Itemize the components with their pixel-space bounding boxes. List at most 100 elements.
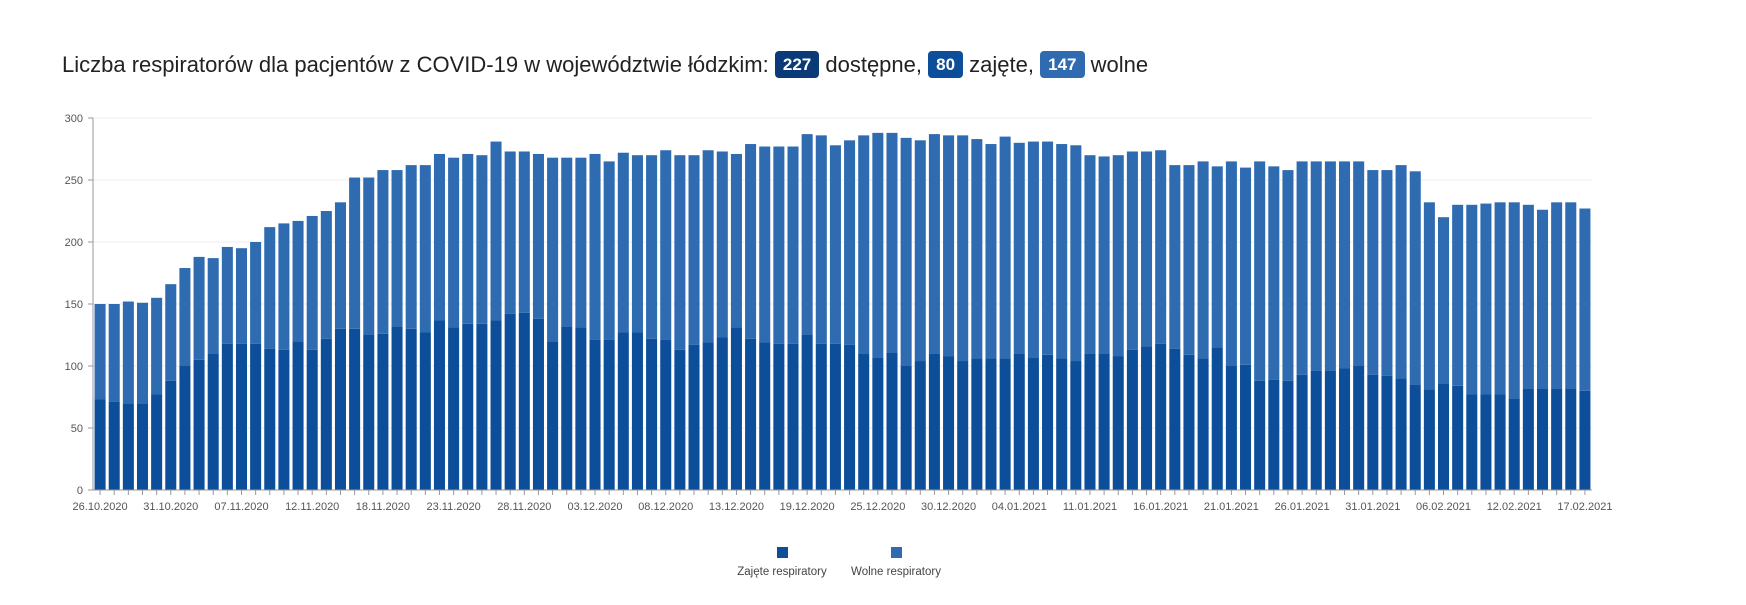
bar-free[interactable] — [943, 135, 955, 357]
bar-occupied[interactable] — [193, 359, 205, 490]
bar-free[interactable] — [886, 132, 898, 353]
bar-occupied[interactable] — [1565, 388, 1577, 490]
bar-occupied[interactable] — [122, 403, 134, 490]
bar-occupied[interactable] — [94, 399, 106, 490]
bar-free[interactable] — [1042, 141, 1054, 355]
bar-free[interactable] — [532, 153, 544, 319]
bar-free[interactable] — [547, 157, 559, 342]
bar-occupied[interactable] — [476, 323, 488, 490]
bar-occupied[interactable] — [674, 349, 686, 490]
bar-free[interactable] — [674, 155, 686, 350]
bar-free[interactable] — [320, 211, 332, 339]
bar-occupied[interactable] — [603, 339, 615, 490]
bar-occupied[interactable] — [419, 332, 431, 490]
bar-occupied[interactable] — [1324, 370, 1336, 490]
bar-occupied[interactable] — [660, 339, 672, 490]
bar-free[interactable] — [688, 155, 700, 345]
bar-free[interactable] — [1508, 202, 1520, 399]
bar-occupied[interactable] — [1268, 379, 1280, 490]
bar-free[interactable] — [801, 134, 813, 335]
bar-free[interactable] — [1183, 165, 1195, 355]
bar-occupied[interactable] — [504, 313, 516, 490]
bar-free[interactable] — [221, 246, 233, 344]
bar-free[interactable] — [730, 153, 742, 328]
bar-free[interactable] — [1112, 155, 1124, 357]
bar-occupied[interactable] — [165, 380, 177, 490]
bar-free[interactable] — [1098, 156, 1110, 354]
bar-free[interactable] — [872, 132, 884, 358]
bar-free[interactable] — [1310, 161, 1322, 371]
bar-occupied[interactable] — [1494, 394, 1506, 490]
bar-occupied[interactable] — [688, 344, 700, 490]
bar-occupied[interactable] — [815, 343, 827, 490]
bar-free[interactable] — [165, 284, 177, 381]
bar-occupied[interactable] — [151, 394, 163, 490]
bar-occupied[interactable] — [787, 343, 799, 490]
bar-free[interactable] — [787, 146, 799, 344]
bar-free[interactable] — [136, 302, 149, 404]
bar-free[interactable] — [1155, 150, 1167, 344]
bar-free[interactable] — [1013, 142, 1025, 354]
bar-free[interactable] — [1141, 151, 1153, 347]
bar-occupied[interactable] — [433, 320, 445, 490]
bar-occupied[interactable] — [349, 328, 361, 490]
bar-free[interactable] — [1494, 202, 1506, 395]
bar-free[interactable] — [745, 144, 757, 339]
bar-occupied[interactable] — [235, 343, 247, 490]
bar-free[interactable] — [1169, 165, 1181, 349]
bar-free[interactable] — [122, 301, 134, 404]
bar-occupied[interactable] — [1551, 388, 1563, 490]
bar-occupied[interactable] — [490, 320, 502, 490]
bar-occupied[interactable] — [547, 341, 559, 490]
bar-occupied[interactable] — [377, 333, 389, 490]
bar-free[interactable] — [349, 177, 361, 329]
bar-free[interactable] — [1197, 161, 1209, 359]
bar-free[interactable] — [433, 153, 445, 321]
bar-free[interactable] — [462, 153, 474, 324]
bar-free[interactable] — [207, 258, 219, 354]
bar-free[interactable] — [1452, 204, 1464, 386]
bar-free[interactable] — [108, 304, 120, 402]
bar-free[interactable] — [504, 151, 516, 314]
bar-occupied[interactable] — [391, 326, 403, 490]
bar-free[interactable] — [702, 150, 714, 343]
bar-occupied[interactable] — [363, 335, 375, 490]
bar-free[interactable] — [829, 145, 841, 344]
bar-free[interactable] — [1367, 170, 1379, 375]
bar-occupied[interactable] — [900, 366, 912, 490]
bar-occupied[interactable] — [1225, 366, 1237, 490]
bar-free[interactable] — [377, 170, 389, 334]
bar-occupied[interactable] — [1353, 366, 1365, 490]
bar-occupied[interactable] — [702, 342, 714, 490]
bar-free[interactable] — [264, 227, 276, 349]
bar-occupied[interactable] — [462, 323, 474, 490]
bar-free[interactable] — [1353, 161, 1365, 366]
bar-occupied[interactable] — [617, 332, 629, 490]
bar-occupied[interactable] — [561, 326, 573, 490]
bar-free[interactable] — [716, 151, 728, 338]
bar-occupied[interactable] — [829, 343, 841, 490]
bar-occupied[interactable] — [207, 353, 219, 490]
bar-free[interactable] — [1395, 165, 1407, 379]
bar-free[interactable] — [589, 153, 601, 340]
bar-free[interactable] — [1565, 202, 1577, 389]
bar-free[interactable] — [1551, 202, 1563, 389]
bar-free[interactable] — [1211, 166, 1223, 348]
bar-free[interactable] — [1339, 161, 1351, 369]
bar-occupied[interactable] — [589, 339, 601, 490]
bar-free[interactable] — [1438, 217, 1450, 384]
bar-free[interactable] — [900, 137, 912, 366]
bar-occupied[interactable] — [1013, 353, 1025, 490]
bar-occupied[interactable] — [957, 361, 969, 490]
bar-occupied[interactable] — [1098, 353, 1110, 490]
bar-occupied[interactable] — [264, 348, 276, 490]
bar-occupied[interactable] — [1381, 375, 1393, 490]
bar-free[interactable] — [928, 134, 940, 354]
legend-label-occupied[interactable]: Zajęte respiratory — [737, 566, 827, 578]
bar-free[interactable] — [575, 157, 587, 328]
bar-occupied[interactable] — [1254, 380, 1266, 490]
bar-free[interactable] — [999, 136, 1011, 359]
bar-occupied[interactable] — [1240, 364, 1252, 490]
bar-occupied[interactable] — [858, 353, 870, 490]
bar-free[interactable] — [914, 140, 926, 362]
